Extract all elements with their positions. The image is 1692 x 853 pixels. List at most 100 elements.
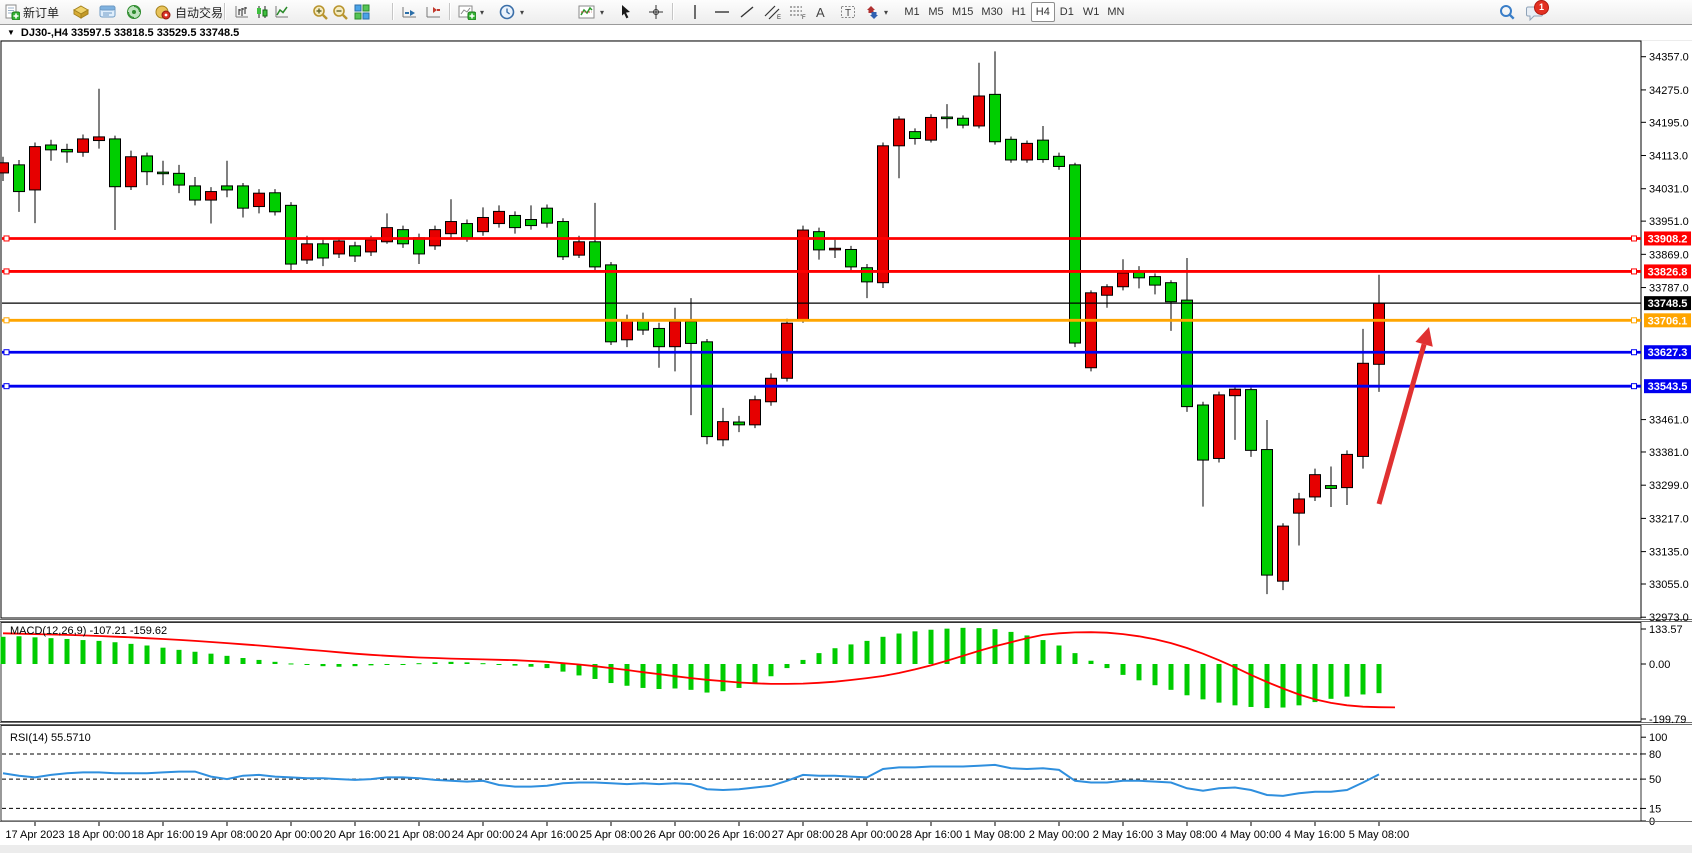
notifications-button[interactable]: 1 <box>1524 0 1549 22</box>
tile-windows-button[interactable] <box>352 2 372 22</box>
timeframes-clock-icon <box>499 4 516 21</box>
price-tick-label: 33951.0 <box>1649 216 1689 228</box>
auto-trading-button[interactable]: 自动交易 <box>152 2 225 22</box>
arrow-objects-button[interactable]: ▾ <box>862 2 890 22</box>
time-axis-label: 19 Apr 08:00 <box>196 829 258 841</box>
hline-33706.1[interactable] <box>2 317 1641 324</box>
chevron-down-icon: ▾ <box>600 7 605 17</box>
horizontal-line-icon <box>714 4 730 20</box>
trend-arrow-annotation[interactable] <box>1376 327 1433 505</box>
text-tool-button[interactable]: A <box>812 2 830 22</box>
hline-handle[interactable] <box>1631 317 1637 324</box>
bar-chart-button[interactable] <box>232 2 252 22</box>
hline-33543.5[interactable] <box>2 383 1641 390</box>
time-axis-label: 4 May 00:00 <box>1221 829 1282 841</box>
horizontal-line-tool-button[interactable] <box>712 2 732 22</box>
equidistant-channel-icon: E <box>764 4 782 20</box>
time-axis-label: 26 Apr 16:00 <box>708 829 770 841</box>
hline-handle[interactable] <box>3 268 10 275</box>
vertical-line-tool-button[interactable] <box>686 2 704 22</box>
time-axis-label: 2 May 16:00 <box>1093 829 1154 841</box>
text-label-tool-button[interactable]: T <box>838 2 858 22</box>
hline-handle[interactable] <box>1631 349 1637 356</box>
time-axis-label: 1 May 08:00 <box>965 829 1026 841</box>
macd-indicator: MACD(12,26,9) -107.21 -159.62 <box>0 625 1396 709</box>
fibonacci-tool-button[interactable]: F <box>787 2 809 22</box>
zoom-in-button[interactable] <box>310 2 331 22</box>
chart-window-titlebar: ▼ DJ30-,H4 33597.5 33818.5 33529.5 33748… <box>0 25 1692 40</box>
time-axis: 17 Apr 2023 18 Apr 00:00 18 Apr 16:00 19 Ap… <box>0 821 1692 841</box>
market-watch-button[interactable] <box>70 2 92 22</box>
chart-shift-button[interactable] <box>423 2 445 22</box>
trendline-tool-button[interactable] <box>737 2 757 22</box>
tf-button-D1[interactable]: D1 <box>1059 6 1074 18</box>
cursor-button[interactable] <box>616 2 635 22</box>
macd-axis-label: 133.57 <box>1649 624 1683 636</box>
svg-text:F: F <box>802 15 806 20</box>
data-window-icon <box>99 4 117 20</box>
tf-button-MN[interactable]: MN <box>1107 6 1125 18</box>
chevron-down-icon: ▾ <box>480 7 485 17</box>
price-tick-label: 33381.0 <box>1649 447 1689 459</box>
time-axis-label: 20 Apr 00:00 <box>260 829 322 841</box>
tf-button-M1[interactable]: M1 <box>904 6 920 18</box>
svg-text:33543.5: 33543.5 <box>1648 381 1688 393</box>
tf-button-H1[interactable]: H1 <box>1011 6 1026 18</box>
price-tick-label: 33787.0 <box>1649 283 1689 295</box>
macd-pane-frame <box>0 622 1642 722</box>
indicators-icon <box>578 4 596 20</box>
rsi-line <box>2 763 1380 797</box>
symbol-dropdown-icon[interactable]: ▼ <box>7 28 15 37</box>
time-axis-label: 21 Apr 08:00 <box>388 829 450 841</box>
new-order-label: 新订单 <box>23 5 60 20</box>
auto-trading-icon <box>154 4 172 20</box>
hline-handle[interactable] <box>3 235 10 242</box>
hline-handle[interactable] <box>1631 235 1637 242</box>
tile-windows-icon <box>354 4 370 20</box>
tf-button-W1[interactable]: W1 <box>1082 6 1100 18</box>
zoom-out-button[interactable] <box>330 2 351 22</box>
search-button[interactable] <box>1497 2 1518 22</box>
zoom-in-icon <box>312 4 329 21</box>
time-axis-label: 27 Apr 08:00 <box>772 829 834 841</box>
bar-chart-icon <box>234 4 250 20</box>
time-axis-label: 26 Apr 00:00 <box>644 829 706 841</box>
tf-button-M5[interactable]: M5 <box>928 6 944 18</box>
rsi-axis-label: 100 <box>1649 732 1667 744</box>
price-tick-label: 33135.0 <box>1649 547 1689 559</box>
time-axis-label: 18 Apr 16:00 <box>132 829 194 841</box>
timeframes-clock-button[interactable]: ▾ <box>497 2 526 22</box>
candlestick-chart-button[interactable] <box>252 2 272 22</box>
navigator-icon <box>126 4 142 20</box>
equidistant-channel-tool-button[interactable]: E <box>762 2 784 22</box>
tf-button-H4[interactable]: H4 <box>1030 2 1055 22</box>
hline-33908.2[interactable] <box>2 235 1641 242</box>
new-order-button[interactable]: 新订单 <box>2 2 61 22</box>
svg-text:33748.5: 33748.5 <box>1648 298 1688 310</box>
new-chart-button[interactable]: ▾ <box>456 2 486 22</box>
hline-price-tag: 33908.2 <box>1644 231 1691 246</box>
hline-handle[interactable] <box>3 383 10 390</box>
tf-button-M30[interactable]: M30 <box>981 6 1003 18</box>
tf-button-M15[interactable]: M15 <box>952 6 974 18</box>
data-window-button[interactable] <box>97 2 119 22</box>
hline-handle[interactable] <box>3 349 10 356</box>
time-axis-label: 18 Apr 00:00 <box>68 829 130 841</box>
hline-handle[interactable] <box>3 317 10 324</box>
rsi-axis-label: 50 <box>1649 774 1661 786</box>
indicators-button[interactable]: ▾ <box>576 2 606 22</box>
text-label-icon: T <box>840 4 856 20</box>
hline-handle[interactable] <box>1631 383 1637 390</box>
crosshair-button[interactable] <box>646 2 666 22</box>
hline-price-tag: 33627.3 <box>1644 345 1691 360</box>
navigator-button[interactable] <box>124 2 144 22</box>
hline-handle[interactable] <box>1631 268 1637 275</box>
line-chart-button[interactable] <box>272 2 292 22</box>
svg-text:E: E <box>777 15 781 20</box>
auto-scroll-button[interactable] <box>399 2 421 22</box>
hline-33627.3[interactable] <box>2 349 1641 356</box>
line-chart-icon <box>274 4 290 20</box>
zoom-out-icon <box>332 4 349 21</box>
hline-33826.8[interactable] <box>2 268 1641 275</box>
